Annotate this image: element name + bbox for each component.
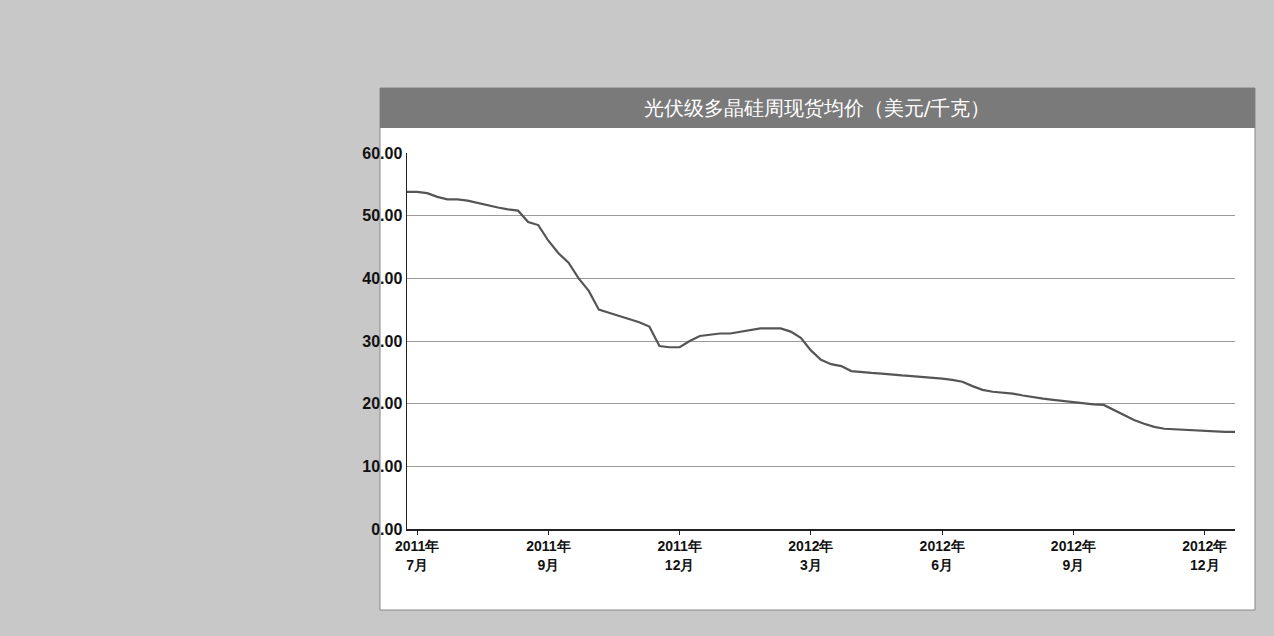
svg-text:30.00: 30.00: [362, 333, 402, 350]
svg-text:2011年7月: 2011年7月: [395, 538, 439, 572]
svg-text:光伏级多晶硅周现货均价（美元/千克）: 光伏级多晶硅周现货均价（美元/千克）: [644, 96, 991, 120]
svg-text:10.00: 10.00: [362, 458, 402, 475]
svg-text:0.00: 0.00: [371, 521, 402, 538]
svg-text:2011年9月: 2011年9月: [526, 538, 570, 572]
svg-text:2012年9月: 2012年9月: [1051, 538, 1096, 572]
svg-text:20.00: 20.00: [362, 395, 402, 412]
svg-text:2012年3月: 2012年3月: [788, 538, 833, 572]
svg-text:40.00: 40.00: [362, 270, 402, 287]
svg-text:2012年6月: 2012年6月: [920, 538, 965, 572]
svg-text:2011年12月: 2011年12月: [657, 538, 701, 572]
svg-text:50.00: 50.00: [362, 207, 402, 224]
svg-text:60.00: 60.00: [362, 145, 402, 162]
svg-text:2012年12月: 2012年12月: [1182, 538, 1227, 572]
